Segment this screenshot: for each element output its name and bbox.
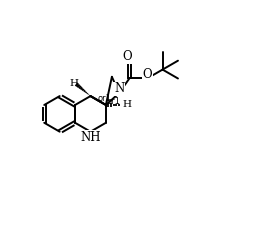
Text: N: N bbox=[114, 82, 124, 95]
Text: NH: NH bbox=[80, 130, 101, 143]
Text: H: H bbox=[69, 79, 78, 88]
Text: or1: or1 bbox=[106, 96, 120, 106]
Text: or1: or1 bbox=[97, 94, 111, 102]
Text: O: O bbox=[143, 68, 152, 81]
Text: H: H bbox=[122, 100, 131, 110]
Text: O: O bbox=[122, 50, 132, 63]
